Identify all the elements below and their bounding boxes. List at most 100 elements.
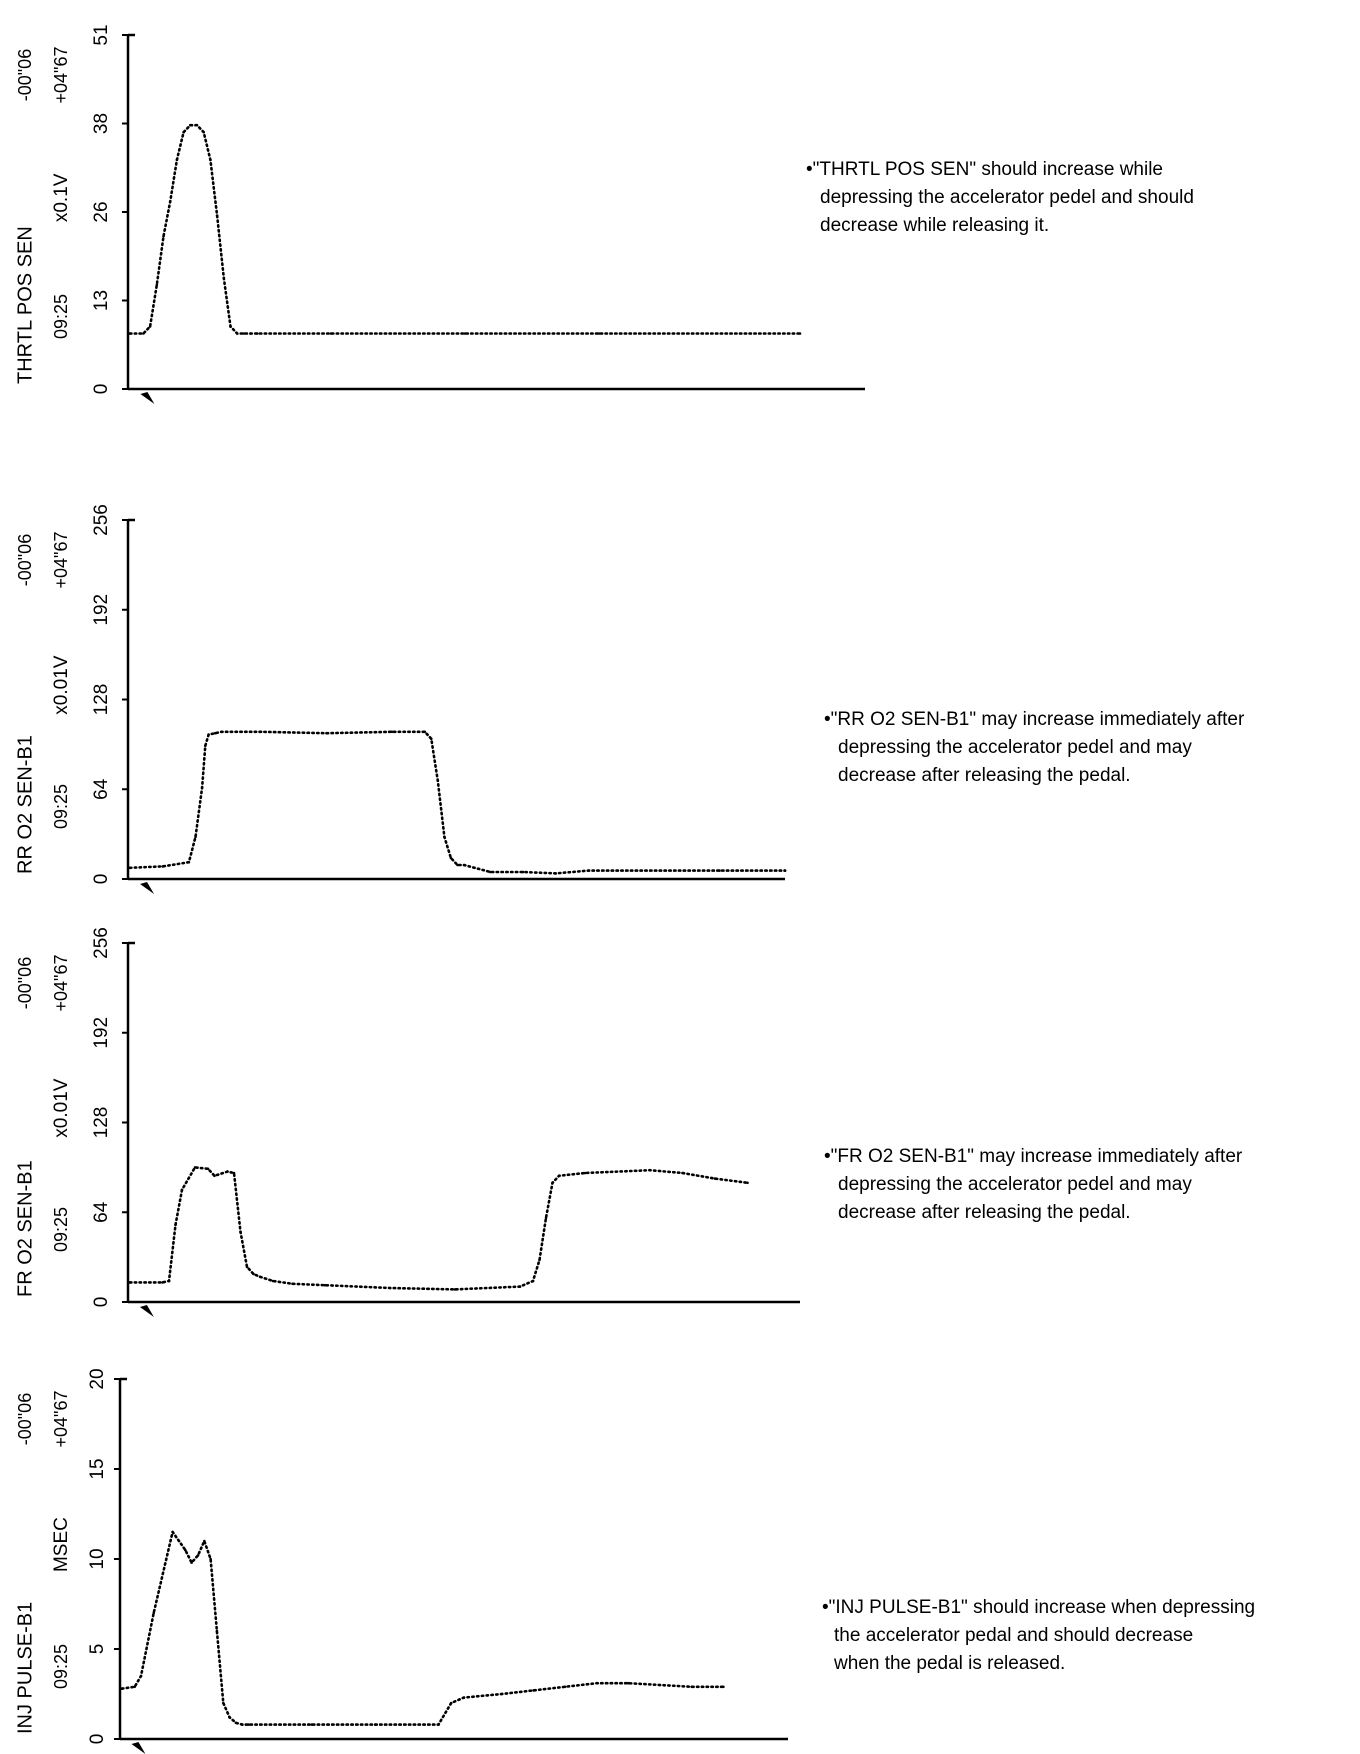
data-point (627, 1681, 630, 1685)
data-point (783, 869, 787, 872)
data-point (182, 130, 185, 134)
data-point (142, 332, 145, 335)
data-point (521, 870, 525, 874)
note-line: •"THRTL POS SEN" should increase while (806, 159, 1164, 180)
note-fr-o2-sen: •"FR O2 SEN-B1" may increase immediately… (824, 1143, 1242, 1227)
data-point (430, 737, 433, 741)
data-point (229, 325, 232, 328)
y-tick-label: 64 (91, 778, 112, 800)
note-rr-o2-sen: •"RR O2 SEN-B1" may increase immediately… (824, 706, 1244, 790)
trigger-marker (131, 1742, 146, 1754)
data-point (148, 325, 152, 328)
data-point (228, 1716, 231, 1719)
data-point (200, 786, 204, 790)
data-point (718, 869, 721, 872)
data-point (437, 1723, 440, 1726)
data-point (798, 332, 802, 335)
data-point (213, 1174, 216, 1178)
data-point (423, 730, 427, 734)
data-point (128, 332, 132, 335)
data-point (325, 731, 328, 735)
data-point (209, 158, 212, 162)
data-point (215, 1629, 219, 1633)
data-point (259, 730, 263, 734)
y-tick-label: 256 (91, 927, 112, 959)
data-point (247, 1723, 250, 1726)
data-point (139, 1674, 143, 1678)
data-point (133, 1685, 136, 1689)
note-line: when the pedal is released. (834, 1653, 1066, 1674)
unit-label: x0.01V (51, 655, 72, 714)
y-tick-label: 15 (87, 1458, 108, 1479)
clock-label: 09:25 (51, 1207, 71, 1252)
data-point (255, 332, 259, 335)
data-point (195, 123, 199, 127)
data-point (245, 1265, 249, 1269)
y-tick-label: 192 (91, 1017, 112, 1049)
note-inj-pulse: •"INJ PULSE-B1" should increase when dep… (822, 1594, 1255, 1678)
series-line (128, 730, 787, 875)
trigger-marker (140, 882, 155, 894)
data-point (222, 276, 226, 280)
chart-3: 0 64 128 192 256 -00"06 FR O2 SEN-B1 +04"67 09:2… (14, 927, 800, 1317)
data-point (249, 332, 252, 335)
time-start-label: -00"06 (15, 1393, 35, 1445)
data-point (206, 1167, 210, 1171)
time-end-label: +04"67 (51, 955, 71, 1012)
trigger-marker (139, 1305, 154, 1317)
data-point (235, 332, 239, 335)
data-point (271, 1279, 275, 1283)
data-point (453, 1288, 457, 1291)
data-point (532, 1689, 535, 1692)
data-point (648, 1168, 652, 1172)
data-point (189, 123, 192, 127)
data-point (162, 235, 165, 238)
chart-2: 0 64 128 192 256 -00"06 RR O2 SEN-B1 +04"67 09:2… (14, 504, 787, 894)
data-point (449, 856, 453, 860)
y-tick-label: 128 (91, 684, 112, 716)
data-point (443, 835, 446, 839)
data-point (128, 1281, 132, 1284)
data-point (226, 1170, 229, 1173)
series-title: INJ PULSE-B1 (14, 1602, 36, 1734)
data-point (239, 1230, 242, 1234)
time-end-label: +04"67 (51, 47, 71, 104)
data-point (390, 730, 394, 734)
data-point (193, 1166, 197, 1169)
data-point (595, 1681, 599, 1685)
y-tick-label: 0 (87, 1734, 108, 1745)
data-point (174, 1223, 177, 1227)
data-point (388, 1286, 392, 1290)
data-point (531, 1279, 535, 1283)
data-point (203, 1539, 206, 1543)
data-point (681, 1171, 684, 1175)
data-point (436, 779, 440, 783)
data-point (597, 332, 601, 335)
data-point (658, 1683, 662, 1687)
y-tick-label: 0 (91, 874, 112, 885)
data-point (463, 332, 467, 335)
data-point (690, 1685, 693, 1689)
data-point (323, 1283, 327, 1287)
data-point (161, 1281, 164, 1284)
unit-label: MSEC (51, 1517, 72, 1572)
note-line: •"FR O2 SEN-B1" may increase immediately… (824, 1146, 1243, 1167)
data-point (500, 1692, 504, 1696)
series-line (120, 1528, 725, 1726)
data-point (489, 870, 492, 874)
series-title: RR O2 SEN-B1 (14, 735, 36, 874)
data-point (177, 1539, 181, 1543)
data-point (538, 1258, 541, 1262)
data-point (168, 200, 172, 203)
data-point (252, 1272, 255, 1276)
y-tick-label: 128 (91, 1107, 112, 1139)
chart-4: 0 5 10 15 20 -00"06 INJ PULSE-B1 +04"67 09:25 MSE… (14, 1368, 788, 1754)
data-point (373, 1723, 377, 1726)
data-point (167, 1279, 171, 1283)
y-tick-label: 5 (87, 1644, 108, 1655)
y-tick-label: 0 (91, 1297, 112, 1308)
data-point (184, 1548, 187, 1552)
data-point (209, 1557, 212, 1561)
data-point (554, 872, 558, 875)
clock-label: 09:25 (51, 1644, 71, 1689)
